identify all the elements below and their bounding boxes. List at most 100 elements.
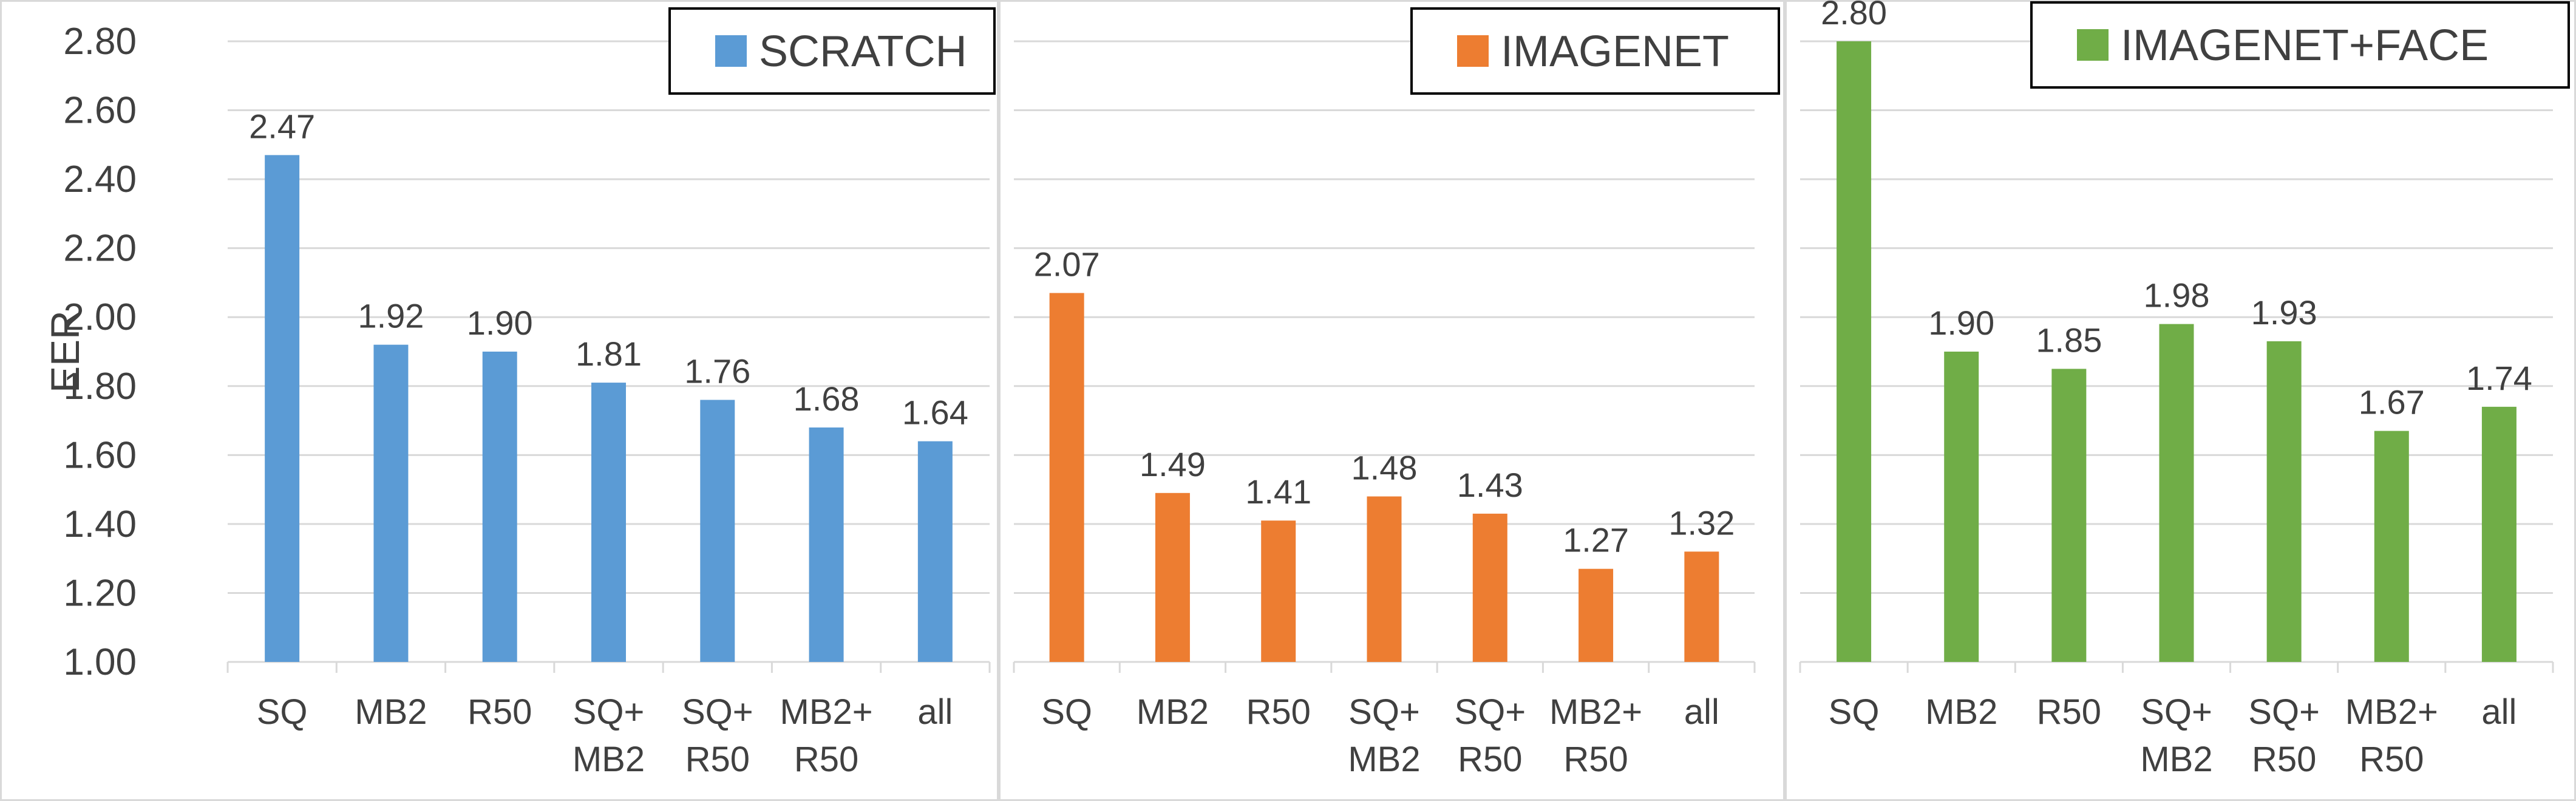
data-label: 1.27 — [1563, 521, 1629, 559]
bar-7 — [1684, 551, 1719, 662]
x-tick-label: R50 — [2252, 740, 2316, 779]
bar-5 — [1472, 513, 1507, 662]
x-tick-label: all — [917, 692, 953, 732]
bar-4 — [2159, 324, 2194, 662]
bar-2 — [1944, 352, 1979, 662]
bar-7 — [917, 441, 953, 662]
data-label: 1.76 — [684, 352, 750, 390]
x-tick-label: SQ+ — [2141, 692, 2212, 732]
data-label: 2.80 — [1821, 0, 1887, 32]
legend-label: IMAGENET — [1501, 27, 1729, 76]
y-tick-label: 1.40 — [63, 503, 137, 545]
bar-4 — [591, 383, 626, 662]
bar-3 — [2051, 369, 2087, 662]
x-tick-label: SQ — [1041, 692, 1092, 732]
x-tick-label: R50 — [467, 692, 532, 732]
bar-3 — [1261, 520, 1296, 662]
x-tick-label: all — [2481, 692, 2517, 732]
x-tick-label: MB2 — [1348, 740, 1420, 779]
legend: SCRATCH — [668, 7, 996, 95]
legend: IMAGENET — [1410, 7, 1780, 95]
bar-6 — [1579, 568, 1614, 662]
x-tick-label: SQ+ — [1348, 692, 1420, 732]
x-tick-label: MB2 — [1925, 692, 1997, 732]
bar-6 — [809, 427, 844, 662]
x-tick-label: MB2 — [1137, 692, 1209, 732]
data-label: 2.07 — [1034, 245, 1100, 283]
panel-border — [0, 0, 999, 801]
x-tick-label: SQ+ — [1454, 692, 1526, 732]
x-tick-label: R50 — [2359, 740, 2424, 779]
y-tick-label: 1.80 — [63, 366, 137, 407]
x-tick-label: all — [1684, 692, 1719, 732]
x-tick-label: R50 — [794, 740, 858, 779]
legend-swatch — [1457, 35, 1489, 67]
legend-swatch — [2077, 29, 2109, 61]
panel-border — [999, 0, 1785, 801]
panel-1: 1.00 1.20 1.40 1.60 1.80 2.00 2.20 2.40 2.60 2.80… — [0, 0, 999, 801]
data-label: 1.81 — [576, 335, 642, 373]
data-label: 2.47 — [249, 107, 315, 145]
legend: IMAGENET+FACE — [2030, 1, 2570, 89]
legend-swatch — [715, 35, 747, 67]
data-label: 1.90 — [467, 304, 533, 342]
legend-label: SCRATCH — [759, 27, 967, 76]
data-label: 1.48 — [1351, 448, 1418, 486]
data-label: 1.32 — [1668, 503, 1735, 542]
x-tick-label: R50 — [685, 740, 750, 779]
bar-4 — [1367, 496, 1402, 662]
bar-2 — [373, 344, 409, 662]
bar-5 — [2266, 341, 2302, 662]
data-label: 1.92 — [358, 297, 424, 335]
legend-label: IMAGENET+FACE — [2121, 21, 2489, 70]
y-tick-label: 2.20 — [63, 228, 137, 270]
y-tick-label: 2.40 — [63, 158, 137, 200]
x-tick-label: MB2 — [2140, 740, 2212, 779]
bar-2 — [1155, 493, 1190, 662]
x-tick-label: R50 — [1563, 740, 1628, 779]
x-tick-label: MB2 — [573, 740, 645, 779]
x-tick-label: MB2+ — [2345, 692, 2438, 732]
data-label: 1.85 — [2036, 321, 2102, 359]
data-label: 1.68 — [794, 380, 860, 418]
x-tick-label: R50 — [2037, 692, 2101, 732]
x-tick-label: MB2+ — [1549, 692, 1642, 732]
bar-6 — [2374, 431, 2409, 662]
data-label: 1.67 — [2359, 383, 2425, 421]
bar-7 — [2481, 406, 2517, 662]
bar-1 — [1049, 293, 1084, 662]
x-tick-label: SQ — [257, 692, 308, 732]
y-tick-label: 2.80 — [63, 21, 137, 63]
panel-3: 2.80 SQ 1.90 MB2 1.85 R50 1.98 SQ+ MB2 1.93 SQ+ R50… — [1785, 0, 2576, 801]
y-axis-label: EER — [42, 310, 87, 393]
x-tick-label: MB2+ — [780, 692, 873, 732]
x-tick-label: SQ+ — [573, 692, 645, 732]
x-tick-label: SQ+ — [682, 692, 753, 732]
data-label: 1.64 — [902, 394, 968, 432]
bar-3 — [482, 352, 517, 662]
panel-border — [1785, 0, 2576, 801]
x-tick-label: SQ+ — [2248, 692, 2320, 732]
y-tick-label: 2.00 — [63, 296, 137, 338]
data-label: 1.74 — [2466, 359, 2532, 397]
data-label: 1.49 — [1140, 445, 1206, 483]
data-label: 1.90 — [1928, 304, 1994, 342]
x-tick-label: MB2 — [355, 692, 427, 732]
bar-1 — [265, 155, 300, 662]
x-tick-label: R50 — [1246, 692, 1311, 732]
data-label: 1.43 — [1457, 466, 1523, 504]
legend-box — [2030, 1, 2570, 89]
data-label: 1.41 — [1245, 472, 1311, 511]
bar-1 — [1837, 41, 1872, 662]
x-tick-label: R50 — [1458, 740, 1522, 779]
panel-2: 2.07 SQ 1.49 MB2 1.41 R50 1.48 SQ+ MB2 1.43 SQ+ R50… — [999, 0, 1785, 801]
x-tick-label: SQ — [1829, 692, 1880, 732]
bar-5 — [700, 400, 735, 662]
y-tick-label: 1.00 — [63, 641, 137, 683]
data-label: 1.98 — [2144, 276, 2210, 315]
data-label: 1.93 — [2251, 293, 2317, 332]
y-tick-label: 1.60 — [63, 434, 137, 476]
y-tick-label: 1.20 — [63, 572, 137, 614]
y-tick-label: 2.60 — [63, 90, 137, 132]
